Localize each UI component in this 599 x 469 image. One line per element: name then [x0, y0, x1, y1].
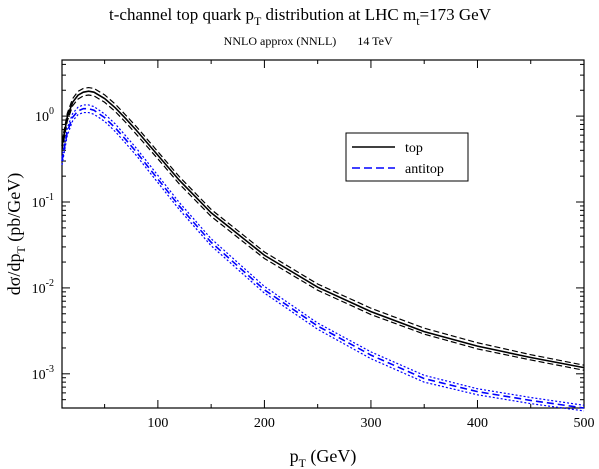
y-tick-label: 10-3 — [32, 364, 54, 383]
x-axis-label: pT (GeV) — [290, 446, 357, 469]
chart-subtitle-right: 14 TeV — [357, 34, 393, 48]
series-top-central — [61, 90, 585, 369]
y-tick-label: 10-1 — [32, 192, 54, 211]
y-tick-label: 10-2 — [32, 278, 54, 297]
legend: top antitop — [345, 132, 469, 182]
y-tick-label: 100 — [35, 106, 54, 125]
x-tick-label: 400 — [467, 416, 488, 431]
chart-title-text: t-channel top quark pT distribution at L… — [109, 5, 492, 28]
legend-box — [345, 132, 469, 182]
series-layer — [61, 86, 585, 412]
x-tick-label: 100 — [147, 416, 168, 431]
legend-label-top: top — [405, 141, 423, 156]
chart-title: t-channel top quark pT distribution at L… — [109, 5, 492, 28]
y-axis: 100 10-1 10-2 10-3 — [32, 63, 584, 409]
y-axis-label: dσ/dpT (pb/GeV) — [4, 173, 28, 296]
legend-label-antitop: antitop — [405, 162, 444, 177]
series-top-lower — [61, 94, 585, 371]
x-tick-label: 200 — [254, 416, 275, 431]
x-tick-label: 300 — [360, 416, 381, 431]
chart-subtitle-left: NNLO approx (NNLL) — [224, 34, 337, 48]
series-antitop-upper — [61, 104, 585, 406]
x-tick-label: 500 — [574, 416, 595, 431]
plot-frame — [61, 59, 585, 409]
series-antitop-central — [61, 107, 585, 409]
x-axis: 100 200 300 400 500 — [104, 60, 595, 431]
series-top-upper — [61, 86, 585, 366]
